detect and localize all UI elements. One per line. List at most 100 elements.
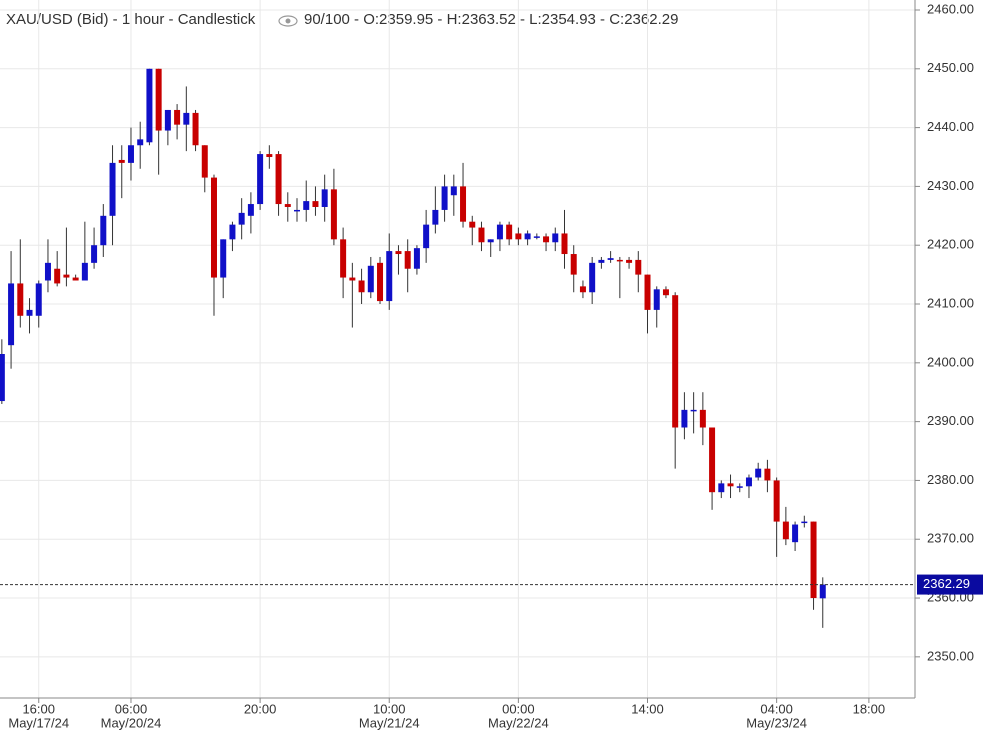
x-tick-label: 04:00 bbox=[760, 701, 793, 716]
x-tick-date: May/21/24 bbox=[359, 715, 420, 730]
candle-body bbox=[506, 224, 513, 240]
candle-body bbox=[275, 154, 282, 205]
candle-body bbox=[709, 427, 716, 493]
candle-body bbox=[91, 245, 98, 263]
candle-body bbox=[358, 280, 365, 293]
candle-body bbox=[137, 139, 144, 146]
candle-body bbox=[210, 177, 217, 278]
candle-body bbox=[561, 233, 568, 255]
candle-body bbox=[441, 186, 448, 210]
x-tick-label: 18:00 bbox=[853, 701, 886, 716]
candle-body bbox=[312, 201, 319, 207]
last-price-label: 2362.29 bbox=[923, 576, 970, 591]
candle-body bbox=[644, 274, 651, 310]
candle-body bbox=[72, 277, 79, 281]
candle-body bbox=[662, 289, 669, 296]
candle-body bbox=[727, 483, 734, 487]
candle-body bbox=[543, 236, 550, 243]
candle-body bbox=[174, 109, 181, 125]
candle-body bbox=[773, 480, 780, 522]
candle-body bbox=[294, 209, 301, 212]
candle-body bbox=[626, 259, 633, 263]
candle-body bbox=[496, 224, 503, 240]
candle-body bbox=[17, 283, 24, 316]
y-tick-label: 2390.00 bbox=[927, 413, 974, 428]
candle-body bbox=[164, 109, 171, 131]
x-tick-label: 00:00 bbox=[502, 701, 535, 716]
candle-body bbox=[192, 112, 199, 146]
x-tick-date: May/20/24 bbox=[101, 715, 162, 730]
candle-body bbox=[718, 483, 725, 493]
candle-body bbox=[413, 248, 420, 269]
y-tick-label: 2450.00 bbox=[927, 60, 974, 75]
candle-body bbox=[238, 212, 245, 225]
candle-body bbox=[487, 239, 494, 243]
candle-body bbox=[792, 524, 799, 543]
y-tick-label: 2380.00 bbox=[927, 472, 974, 487]
y-tick-label: 2400.00 bbox=[927, 354, 974, 369]
candle-body bbox=[579, 286, 586, 293]
candle-body bbox=[146, 68, 153, 143]
candle-body bbox=[745, 477, 752, 487]
candle-body bbox=[469, 221, 476, 228]
x-tick-label: 14:00 bbox=[631, 701, 664, 716]
candle-body bbox=[247, 204, 254, 216]
candle-body bbox=[386, 251, 393, 302]
candle-body bbox=[552, 233, 559, 243]
candle-body bbox=[201, 145, 208, 178]
candle-body bbox=[349, 277, 356, 281]
candle-body bbox=[330, 189, 337, 240]
x-tick-date: May/23/24 bbox=[746, 715, 807, 730]
candle-body bbox=[54, 268, 61, 284]
candle-body bbox=[81, 262, 88, 281]
candle-body bbox=[533, 236, 540, 238]
candle-body bbox=[690, 409, 697, 412]
candle-body bbox=[524, 233, 531, 240]
x-tick-label: 06:00 bbox=[115, 701, 148, 716]
candle-body bbox=[35, 283, 42, 316]
candle-body bbox=[284, 204, 291, 207]
candle-body bbox=[0, 353, 5, 402]
candle-body bbox=[764, 468, 771, 481]
candle-body bbox=[183, 112, 190, 125]
candle-body bbox=[653, 289, 660, 310]
candle-body bbox=[63, 274, 70, 278]
candle-body bbox=[819, 584, 826, 599]
candle-body bbox=[100, 215, 107, 246]
y-tick-label: 2350.00 bbox=[927, 648, 974, 663]
candle-body bbox=[450, 186, 457, 196]
candle-body bbox=[395, 251, 402, 255]
x-tick-date: May/17/24 bbox=[8, 715, 69, 730]
y-tick-label: 2430.00 bbox=[927, 178, 974, 193]
candle-body bbox=[616, 259, 623, 262]
candle-body bbox=[699, 409, 706, 428]
candle-body bbox=[367, 265, 374, 293]
candle-body bbox=[155, 68, 162, 131]
candle-body bbox=[26, 309, 33, 316]
y-tick-label: 2370.00 bbox=[927, 531, 974, 546]
candle-body bbox=[460, 186, 467, 222]
last-price-box bbox=[917, 574, 983, 595]
candle-body bbox=[404, 251, 411, 269]
candle-body bbox=[257, 154, 264, 205]
candle-body bbox=[607, 258, 614, 260]
candle-body bbox=[220, 239, 227, 278]
candle-body bbox=[377, 262, 384, 302]
candle-body bbox=[672, 295, 679, 428]
candle-body bbox=[782, 521, 789, 540]
candle-body bbox=[229, 224, 236, 240]
x-tick-label: 16:00 bbox=[22, 701, 55, 716]
candle-body bbox=[478, 227, 485, 243]
y-tick-label: 2420.00 bbox=[927, 237, 974, 252]
candle-body bbox=[109, 162, 116, 216]
candle-body bbox=[340, 239, 347, 278]
candle-body bbox=[321, 189, 328, 207]
candle-body bbox=[423, 224, 430, 249]
candle-body bbox=[736, 486, 743, 488]
y-tick-label: 2460.00 bbox=[927, 1, 974, 16]
candle-body bbox=[570, 254, 577, 275]
x-tick-date: May/22/24 bbox=[488, 715, 549, 730]
y-tick-label: 2410.00 bbox=[927, 295, 974, 310]
candle-body bbox=[118, 159, 125, 163]
